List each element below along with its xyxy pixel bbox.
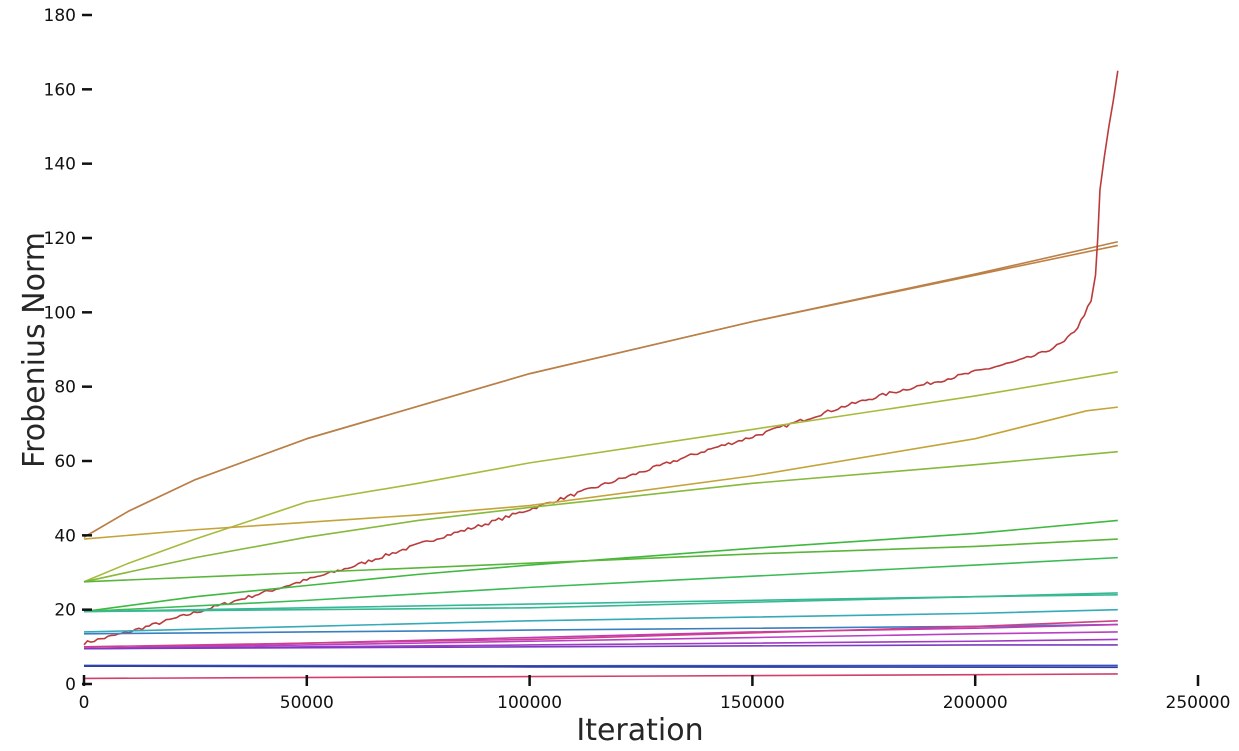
x-tick-label: 0 <box>79 693 90 713</box>
y-tick-label: 140 <box>44 155 76 175</box>
y-tick-label: 120 <box>44 229 76 249</box>
series-line-2 <box>83 240 1118 538</box>
y-tick-label: 60 <box>54 452 76 472</box>
series-line-6 <box>83 450 1118 583</box>
series-line-20 <box>83 665 1118 669</box>
y-tick-label: 80 <box>54 378 76 398</box>
y-tick-label: 180 <box>44 6 76 26</box>
series-line-5 <box>83 406 1118 540</box>
series-line-16 <box>83 631 1118 650</box>
series-line-18 <box>83 644 1118 650</box>
plot-lines <box>83 70 1119 680</box>
y-tick-label: 40 <box>54 526 76 546</box>
x-axis-title: Iteration <box>576 713 703 748</box>
y-tick-label: 160 <box>44 80 76 100</box>
series-line-17 <box>83 638 1118 650</box>
x-tick-label: 150000 <box>720 693 785 713</box>
x-axis: 0 50000 100000 150000 200000 250000 <box>79 675 1231 713</box>
series-line-1 <box>83 244 1118 538</box>
series-line-4 <box>83 371 1118 583</box>
series-line-8 <box>83 538 1118 583</box>
series-line-15 <box>83 620 1118 648</box>
x-tick-label: 50000 <box>280 693 334 713</box>
series-line-3 <box>83 70 1119 646</box>
y-axis-title: Frobenius Norm <box>17 232 52 468</box>
y-tick-label: 100 <box>44 303 76 323</box>
x-tick-label: 200000 <box>943 693 1008 713</box>
series-line-7 <box>83 519 1118 613</box>
series-line-11 <box>83 592 1118 613</box>
x-tick-label: 250000 <box>1166 693 1231 713</box>
x-tick-label: 100000 <box>497 693 562 713</box>
y-tick-label: 0 <box>65 675 76 695</box>
y-axis: 0 20 40 60 80 100 120 140 160 180 <box>44 6 92 695</box>
y-tick-label: 20 <box>54 601 76 621</box>
series-line-9 <box>83 556 1118 613</box>
series-line-21 <box>83 673 1118 680</box>
series-line-12 <box>83 608 1118 633</box>
